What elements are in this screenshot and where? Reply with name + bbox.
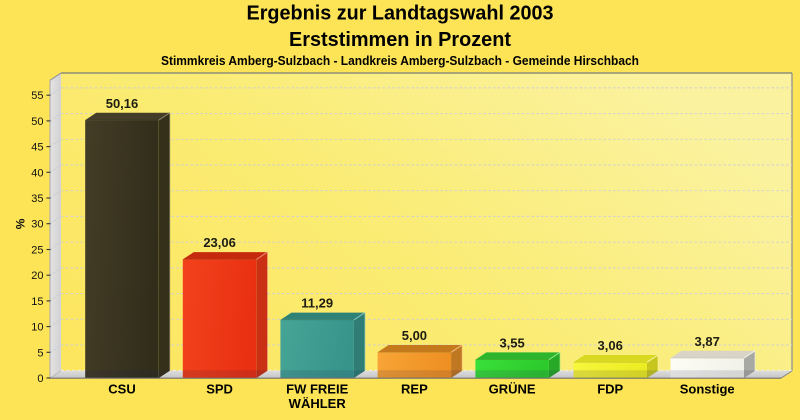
svg-text:15: 15	[31, 296, 43, 308]
svg-text:5: 5	[37, 347, 43, 359]
svg-text:FW FREIE: FW FREIE	[286, 381, 348, 396]
svg-text:Ergebnis zur Landtagswahl 2003: Ergebnis zur Landtagswahl 2003	[247, 2, 554, 24]
svg-text:3,55: 3,55	[499, 335, 524, 350]
svg-text:20: 20	[31, 270, 43, 282]
svg-text:5,00: 5,00	[402, 328, 427, 343]
svg-text:10: 10	[31, 322, 43, 334]
svg-text:SPD: SPD	[206, 381, 233, 396]
svg-text:30: 30	[31, 219, 43, 231]
svg-text:REP: REP	[401, 381, 428, 396]
svg-text:3,87: 3,87	[695, 334, 720, 349]
svg-text:%: %	[13, 219, 27, 230]
svg-text:Erststimmen in Prozent: Erststimmen in Prozent	[289, 29, 511, 51]
svg-text:GRÜNE: GRÜNE	[489, 381, 536, 396]
svg-text:50: 50	[31, 116, 43, 128]
svg-text:Sonstige: Sonstige	[680, 381, 735, 396]
svg-text:40: 40	[31, 167, 43, 179]
svg-text:3,06: 3,06	[598, 338, 623, 353]
svg-text:35: 35	[31, 193, 43, 205]
svg-text:WÄHLER: WÄHLER	[289, 396, 347, 411]
svg-text:25: 25	[31, 245, 43, 257]
svg-text:50,16: 50,16	[106, 96, 139, 111]
svg-text:45: 45	[31, 142, 43, 154]
svg-text:55: 55	[31, 90, 43, 102]
svg-text:FDP: FDP	[597, 381, 623, 396]
svg-text:0: 0	[37, 373, 43, 385]
svg-text:11,29: 11,29	[301, 296, 333, 311]
svg-text:Stimmkreis Amberg-Sulzbach - L: Stimmkreis Amberg-Sulzbach - Landkreis A…	[161, 54, 639, 68]
svg-text:23,06: 23,06	[203, 235, 236, 250]
svg-text:CSU: CSU	[108, 381, 135, 396]
